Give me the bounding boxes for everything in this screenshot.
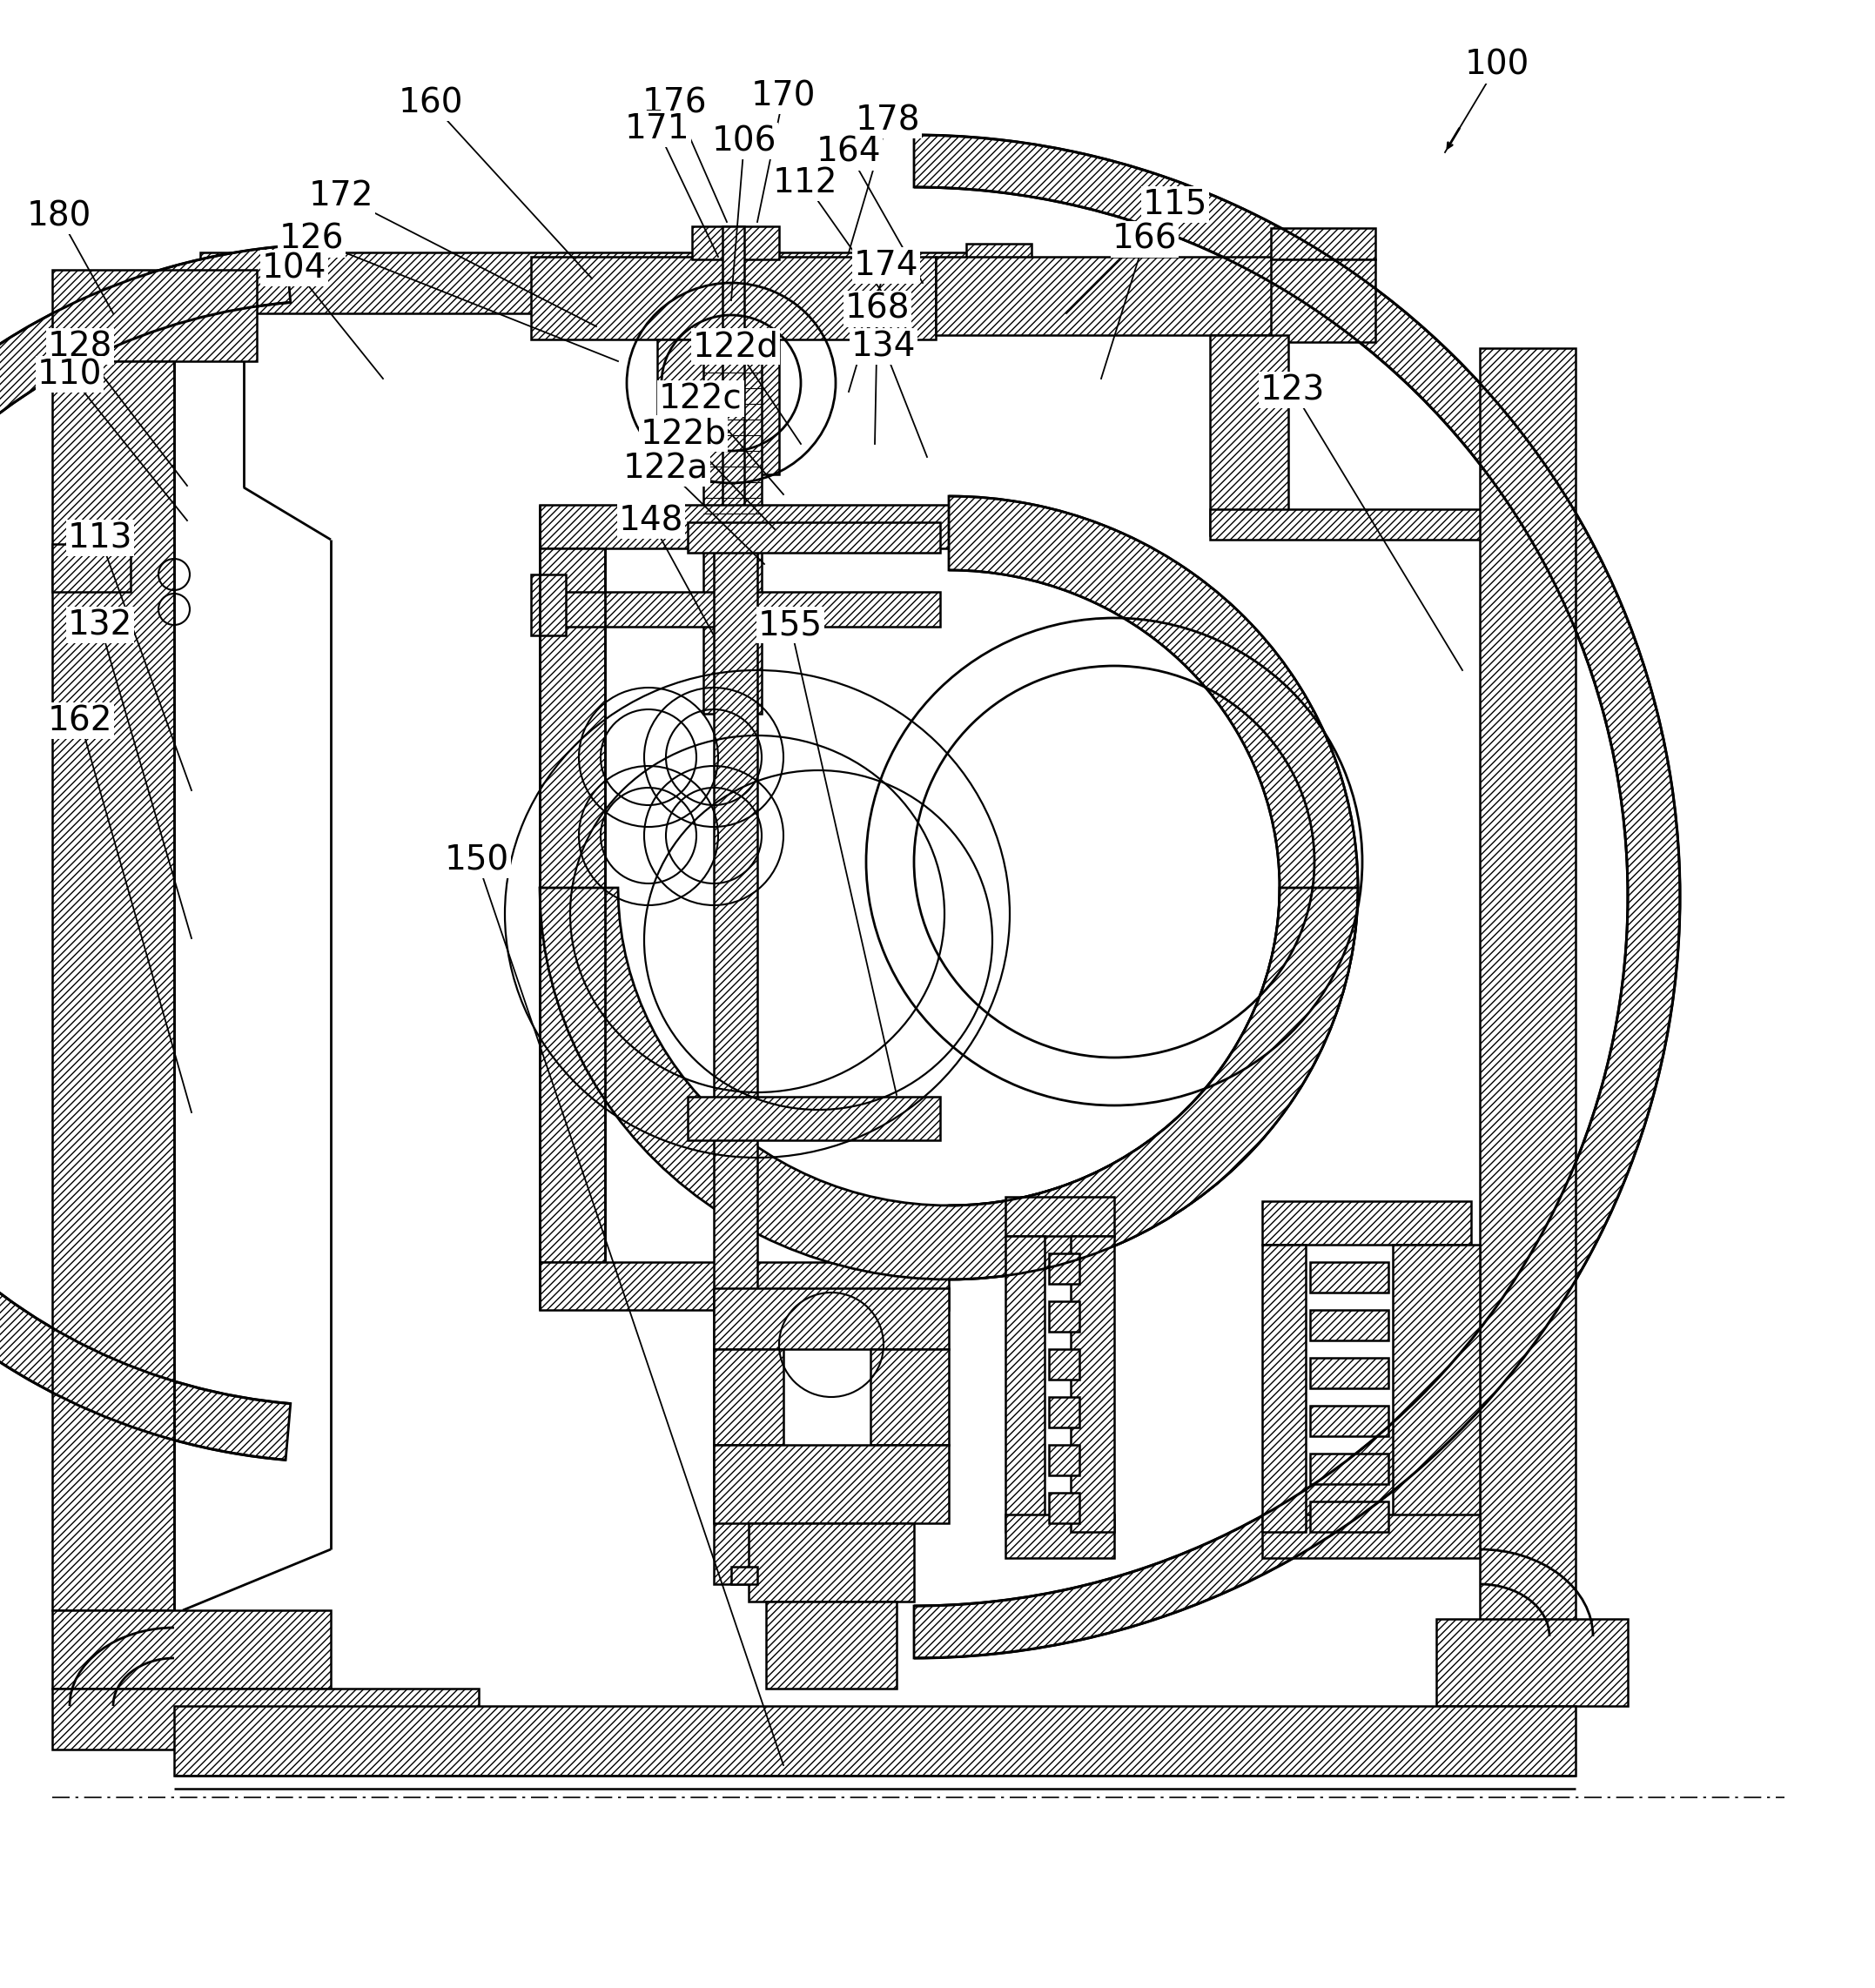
Polygon shape — [1262, 1244, 1305, 1533]
Polygon shape — [714, 1350, 784, 1445]
Polygon shape — [1048, 1252, 1080, 1284]
Text: 126: 126 — [279, 223, 343, 256]
Polygon shape — [1311, 1262, 1388, 1292]
Text: 122c: 122c — [658, 382, 742, 415]
Polygon shape — [966, 245, 1031, 322]
Polygon shape — [688, 1097, 939, 1141]
Text: 132: 132 — [68, 608, 133, 642]
Polygon shape — [714, 1288, 949, 1350]
Text: 166: 166 — [1112, 223, 1178, 256]
Polygon shape — [936, 256, 1284, 336]
Polygon shape — [531, 256, 936, 340]
Text: 112: 112 — [772, 167, 838, 199]
Text: 160: 160 — [399, 85, 463, 119]
Text: 170: 170 — [752, 80, 816, 111]
Text: 122a: 122a — [622, 451, 709, 485]
Polygon shape — [52, 545, 131, 592]
Polygon shape — [52, 1688, 478, 1749]
Polygon shape — [52, 362, 174, 1610]
Text: 122b: 122b — [639, 417, 726, 449]
Polygon shape — [1048, 1350, 1080, 1380]
Polygon shape — [1311, 1501, 1388, 1533]
Text: 174: 174 — [853, 248, 919, 282]
Polygon shape — [1005, 1197, 1114, 1237]
Text: 106: 106 — [712, 125, 776, 157]
Text: 110: 110 — [38, 358, 101, 392]
Polygon shape — [703, 340, 761, 714]
Text: 168: 168 — [846, 292, 909, 326]
Polygon shape — [540, 1262, 949, 1310]
Polygon shape — [692, 227, 780, 258]
Text: 123: 123 — [1260, 374, 1326, 406]
Polygon shape — [0, 247, 291, 1459]
Polygon shape — [540, 549, 606, 1262]
Polygon shape — [531, 575, 566, 636]
Text: 122d: 122d — [692, 330, 778, 364]
Text: 178: 178 — [855, 103, 921, 137]
Polygon shape — [540, 889, 1358, 1280]
Polygon shape — [767, 1602, 896, 1688]
Polygon shape — [1311, 1453, 1388, 1483]
Polygon shape — [949, 497, 1357, 1280]
Polygon shape — [547, 592, 939, 626]
Polygon shape — [1005, 1515, 1114, 1559]
Text: 172: 172 — [309, 179, 373, 213]
Polygon shape — [1048, 1398, 1080, 1427]
Polygon shape — [174, 1706, 1575, 1775]
Text: 176: 176 — [641, 85, 707, 119]
Text: 148: 148 — [619, 505, 684, 537]
Polygon shape — [1262, 1201, 1472, 1244]
Polygon shape — [1311, 1310, 1388, 1340]
Polygon shape — [1071, 1237, 1114, 1533]
Text: 150: 150 — [444, 843, 510, 877]
Text: 171: 171 — [624, 111, 690, 145]
Polygon shape — [913, 135, 1680, 1658]
Text: 155: 155 — [758, 608, 823, 642]
Polygon shape — [1393, 1244, 1479, 1533]
Polygon shape — [1271, 229, 1376, 258]
Polygon shape — [748, 1523, 913, 1602]
Text: 180: 180 — [26, 199, 92, 233]
Polygon shape — [1311, 1358, 1388, 1388]
Polygon shape — [714, 539, 758, 1584]
Text: 128: 128 — [47, 330, 112, 364]
Polygon shape — [1479, 348, 1575, 1654]
Polygon shape — [731, 1567, 758, 1584]
Polygon shape — [540, 505, 949, 549]
Polygon shape — [658, 340, 780, 475]
Text: 113: 113 — [68, 521, 133, 555]
Polygon shape — [1262, 1515, 1479, 1559]
Polygon shape — [52, 1610, 330, 1688]
Polygon shape — [870, 1350, 949, 1445]
Polygon shape — [1436, 1618, 1628, 1706]
Text: 115: 115 — [1142, 189, 1208, 221]
Polygon shape — [1209, 336, 1288, 535]
Polygon shape — [1048, 1445, 1080, 1475]
Polygon shape — [52, 270, 257, 362]
Polygon shape — [201, 252, 968, 314]
Polygon shape — [1048, 1493, 1080, 1523]
Text: 164: 164 — [816, 135, 881, 169]
Polygon shape — [688, 523, 939, 553]
Text: 134: 134 — [851, 330, 915, 364]
Polygon shape — [1005, 1237, 1044, 1533]
Text: 104: 104 — [262, 252, 326, 284]
Polygon shape — [1311, 1406, 1388, 1435]
Polygon shape — [1048, 1302, 1080, 1332]
Polygon shape — [714, 1445, 949, 1523]
Text: 162: 162 — [47, 704, 112, 738]
Polygon shape — [1209, 509, 1558, 539]
Polygon shape — [722, 227, 744, 714]
Polygon shape — [1271, 258, 1376, 342]
Text: 100: 100 — [1464, 50, 1530, 82]
